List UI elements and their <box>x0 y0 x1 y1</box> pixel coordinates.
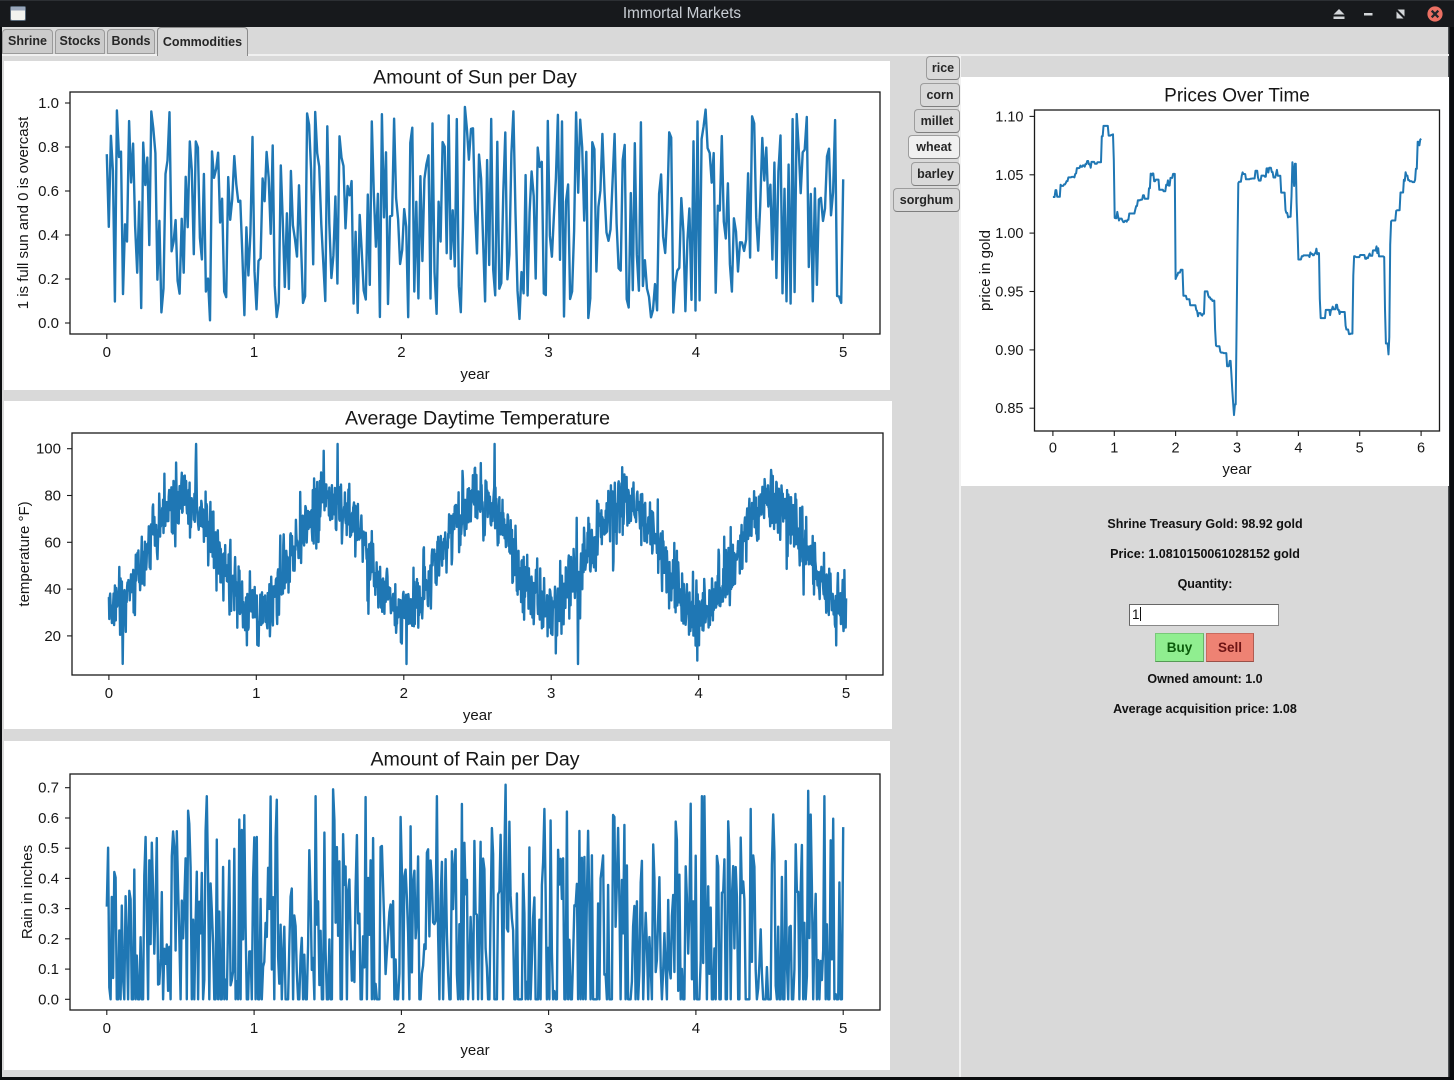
svg-text:1 is full sun and 0 is overcas: 1 is full sun and 0 is overcast <box>15 116 32 309</box>
svg-text:Average Daytime Temperature: Average Daytime Temperature <box>345 408 610 430</box>
svg-text:0: 0 <box>103 344 111 361</box>
svg-text:1.0: 1.0 <box>38 95 59 112</box>
svg-text:4: 4 <box>692 344 700 361</box>
svg-text:5: 5 <box>842 685 850 702</box>
svg-text:80: 80 <box>44 488 61 505</box>
svg-text:year: year <box>463 707 492 724</box>
svg-text:2: 2 <box>400 685 408 702</box>
svg-text:0.6: 0.6 <box>38 810 59 827</box>
svg-text:year: year <box>1222 461 1251 478</box>
svg-text:0: 0 <box>105 685 113 702</box>
svg-text:20: 20 <box>44 628 61 645</box>
svg-text:0.5: 0.5 <box>38 840 59 857</box>
svg-text:4: 4 <box>692 1020 700 1037</box>
svg-text:5: 5 <box>1356 441 1364 457</box>
svg-text:2: 2 <box>1172 441 1180 457</box>
svg-text:6: 6 <box>1417 441 1425 457</box>
svg-text:price in gold: price in gold <box>977 230 994 311</box>
svg-text:year: year <box>460 1042 489 1059</box>
svg-text:0.8: 0.8 <box>38 139 59 156</box>
svg-text:0.0: 0.0 <box>38 991 59 1008</box>
svg-text:4: 4 <box>695 685 703 702</box>
svg-text:3: 3 <box>544 1020 552 1037</box>
svg-text:3: 3 <box>1233 441 1241 457</box>
svg-text:1: 1 <box>250 344 258 361</box>
svg-text:40: 40 <box>44 581 61 598</box>
svg-text:2: 2 <box>397 1020 405 1037</box>
svg-text:0.1: 0.1 <box>38 961 59 978</box>
svg-text:3: 3 <box>547 685 555 702</box>
svg-text:Rain in inches: Rain in inches <box>19 845 36 939</box>
svg-text:1.00: 1.00 <box>995 226 1023 242</box>
svg-text:0.3: 0.3 <box>38 901 59 918</box>
svg-text:1.05: 1.05 <box>995 168 1023 184</box>
svg-text:0: 0 <box>1049 441 1057 457</box>
svg-text:0.6: 0.6 <box>38 183 59 200</box>
svg-text:2: 2 <box>397 344 405 361</box>
svg-text:0.90: 0.90 <box>995 343 1023 359</box>
svg-text:0.2: 0.2 <box>38 931 59 948</box>
svg-text:Amount of Rain per Day: Amount of Rain per Day <box>370 749 579 771</box>
svg-text:temperature °F): temperature °F) <box>16 501 33 606</box>
svg-text:Prices Over Time: Prices Over Time <box>1164 86 1310 107</box>
svg-text:1: 1 <box>1110 441 1118 457</box>
svg-text:3: 3 <box>544 344 552 361</box>
svg-text:1: 1 <box>252 685 260 702</box>
svg-text:5: 5 <box>839 344 847 361</box>
svg-text:0.95: 0.95 <box>995 285 1023 301</box>
svg-text:4: 4 <box>1294 441 1302 457</box>
svg-text:0: 0 <box>103 1020 111 1037</box>
svg-text:0.0: 0.0 <box>38 315 59 332</box>
svg-text:year: year <box>460 366 489 383</box>
svg-text:0.4: 0.4 <box>38 870 59 887</box>
svg-text:0.7: 0.7 <box>38 780 59 797</box>
svg-text:1.10: 1.10 <box>995 109 1023 125</box>
svg-text:1: 1 <box>250 1020 258 1037</box>
svg-text:Amount of Sun per Day: Amount of Sun per Day <box>373 67 577 89</box>
svg-text:60: 60 <box>44 534 61 551</box>
svg-text:5: 5 <box>839 1020 847 1037</box>
svg-text:0.2: 0.2 <box>38 271 59 288</box>
svg-text:0.4: 0.4 <box>38 227 59 244</box>
svg-text:100: 100 <box>36 441 61 458</box>
svg-text:0.85: 0.85 <box>995 401 1023 417</box>
